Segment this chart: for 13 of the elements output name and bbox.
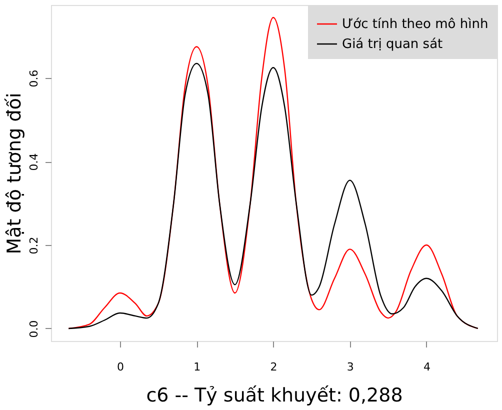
x-tick-label: 4: [424, 360, 430, 374]
y-axis-title: Mật độ tương đối: [4, 92, 26, 254]
x-tick-label: 2: [270, 360, 278, 374]
y-tick-label: 0.0: [28, 320, 40, 338]
x-tick-label: 1: [194, 360, 201, 374]
legend-label: Giá trị quan sát: [342, 37, 443, 52]
y-tick-label: 0.2: [28, 236, 40, 254]
x-tick-label: 3: [346, 360, 354, 374]
y-tick-label: 0.6: [28, 70, 40, 88]
x-tick-label: 0: [116, 360, 124, 374]
x-axis-title: c6 -- Tỷ suất khuyết: 0,288: [146, 384, 403, 406]
y-tick-label: 0.4: [28, 153, 40, 171]
legend-label: Ước tính theo mô hình: [342, 17, 488, 32]
